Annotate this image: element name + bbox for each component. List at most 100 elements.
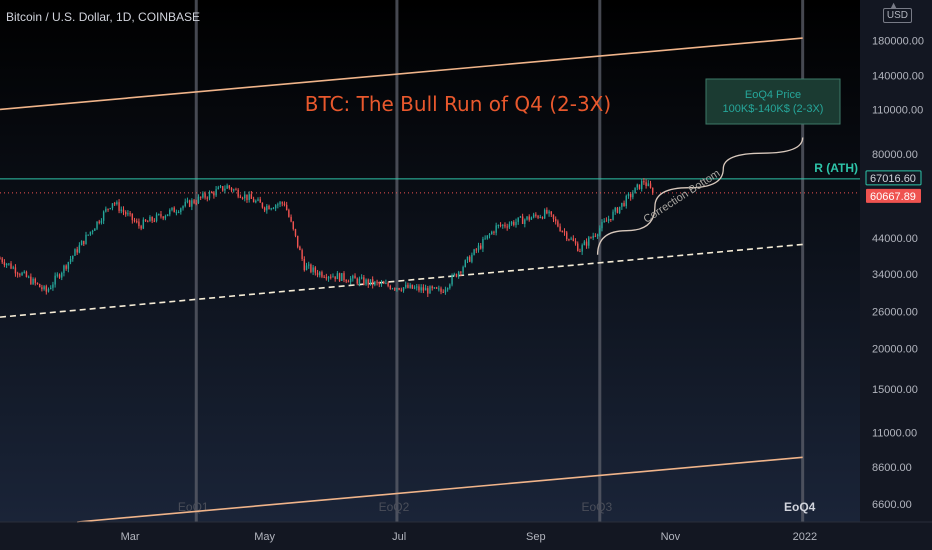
candle [266,205,268,211]
candle [550,211,552,215]
candle [572,238,575,242]
x-tick-label: 2022 [793,531,817,543]
y-tick-label: 6600.00 [872,499,912,511]
candle [442,291,444,293]
candle [310,264,312,272]
candle [63,265,65,273]
candle [480,245,482,249]
candle [528,216,530,220]
candle [16,273,19,275]
candle [301,250,303,260]
candle [616,207,619,213]
candle [330,276,332,278]
candle [323,276,325,278]
candle [235,189,237,191]
candle [34,278,36,283]
candle [171,207,173,210]
candle [120,209,122,211]
candle [83,240,85,245]
candle [14,267,17,274]
candle [65,265,67,269]
candle [111,203,114,209]
candle [391,288,394,290]
candle [429,286,431,294]
candle [557,221,559,227]
candle [142,219,145,229]
candle [621,202,623,207]
candle [416,286,418,288]
candle [169,209,171,215]
candle [601,222,603,229]
candle [241,197,244,199]
candle [424,288,427,291]
candle [603,220,605,223]
y-tick-label: 44000.00 [872,233,918,245]
candle [541,216,544,219]
candle [100,220,103,223]
quarter-label: EoQ4 [784,500,816,514]
candle [369,279,372,285]
candle [118,202,120,211]
candle [486,235,489,239]
candle [175,212,178,214]
price-label: 67016.60 [870,173,916,185]
candle [136,221,138,223]
x-tick-label: Mar [121,531,140,543]
candle [133,220,136,222]
candle [113,203,116,205]
candle [19,274,21,276]
candle [38,283,41,288]
candle [420,287,422,291]
candle [288,210,290,217]
candle [341,273,343,281]
candle [50,287,52,289]
y-tick-label: 8600.00 [872,462,912,474]
candle [255,200,257,203]
candle [208,192,211,199]
candle [449,284,451,289]
candle [237,189,239,197]
y-tick-label: 140000.00 [872,71,924,83]
candle [98,221,100,223]
candle [568,239,570,241]
candle [272,208,275,210]
candle [116,202,118,205]
candle [94,228,96,231]
candle [204,193,206,198]
candle [54,275,56,285]
candle [389,285,392,289]
chevron-down-icon[interactable]: ▲ [889,0,898,10]
candle [530,217,533,220]
candle [230,187,233,191]
candle [371,279,374,285]
candle [440,288,442,292]
eoq4-price-range: 100K$-140K$ (2-3X) [723,103,824,115]
candle [206,197,208,199]
price-axis [860,0,932,550]
candle [316,272,319,276]
candle [107,208,109,210]
candle [352,275,354,279]
candle [435,287,438,289]
candle [513,221,515,226]
candle [535,214,537,216]
candle [543,209,546,219]
candle [217,187,220,190]
candle [400,289,403,291]
candle [502,224,504,226]
candle [8,263,10,265]
candle [453,273,455,276]
candle [537,215,539,218]
candle [224,188,226,191]
candle [367,279,369,285]
currency-selector[interactable]: USD [882,8,912,23]
candle [160,214,162,217]
candle [358,278,361,284]
candle [193,200,195,204]
candle [27,276,30,278]
candle [643,181,645,183]
candle [433,287,436,289]
candle [473,249,475,255]
candle [627,194,630,196]
